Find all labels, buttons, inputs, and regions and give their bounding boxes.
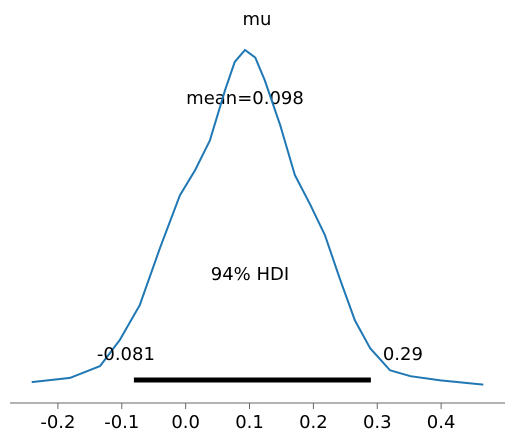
x-tick-label: 0.2 (299, 412, 328, 433)
hdi-low-label: -0.081 (97, 344, 155, 365)
density-line (31, 48, 484, 386)
x-tick-label: 0.0 (171, 412, 200, 433)
hdi-annotation: 94% HDI (211, 264, 289, 285)
x-tick-label: 0.4 (427, 412, 456, 433)
chart-title: mu (243, 9, 272, 30)
x-tick-label: 0.1 (235, 412, 264, 433)
x-tick-label: -0.2 (40, 412, 75, 433)
mean-annotation: mean=0.098 (186, 88, 304, 109)
x-tick-label: -0.1 (104, 412, 139, 433)
hdi-high-label: 0.29 (383, 344, 423, 365)
x-tick-label: 0.3 (363, 412, 392, 433)
